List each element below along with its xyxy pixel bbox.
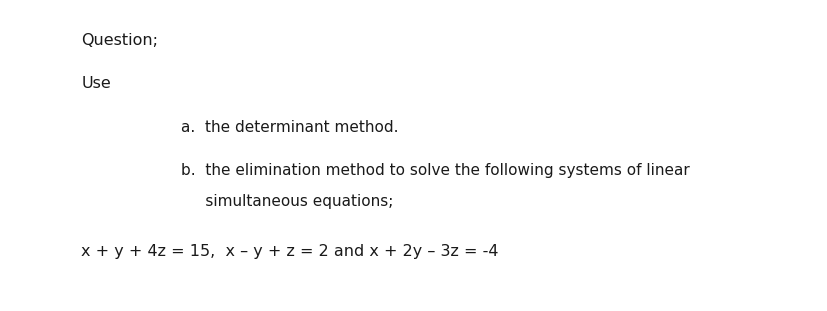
- Text: b.  the elimination method to solve the following systems of linear: b. the elimination method to solve the f…: [180, 163, 688, 178]
- Text: Question;: Question;: [81, 33, 158, 48]
- Text: a.  the determinant method.: a. the determinant method.: [180, 120, 398, 135]
- Text: simultaneous equations;: simultaneous equations;: [180, 194, 392, 209]
- Text: Use: Use: [81, 76, 111, 91]
- Text: x + y + 4z = 15,  x – y + z = 2 and x + 2y – 3z = -4: x + y + 4z = 15, x – y + z = 2 and x + 2…: [81, 244, 498, 259]
